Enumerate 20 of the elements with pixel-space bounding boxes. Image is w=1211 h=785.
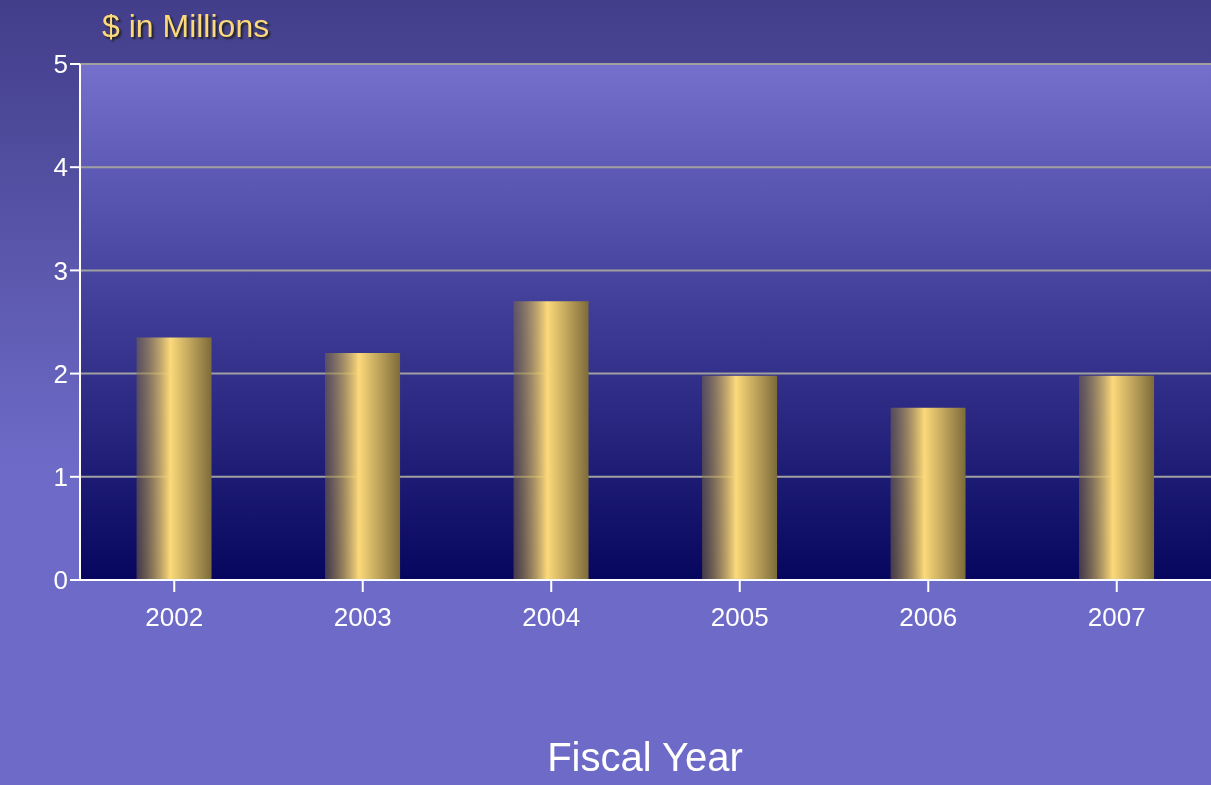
y-tick-label: 4 <box>53 152 68 183</box>
x-axis-title: Fiscal Year <box>546 735 744 780</box>
x-tick-label: 2006 <box>899 602 958 633</box>
x-tick-label: 2005 <box>710 602 769 633</box>
y-tick-label: 0 <box>53 565 68 596</box>
x-tick-label: 2004 <box>522 602 581 633</box>
bar <box>702 375 778 580</box>
bar <box>513 301 589 580</box>
bar <box>890 407 966 580</box>
x-tick-label: 2002 <box>145 602 204 633</box>
bar <box>1079 375 1155 580</box>
y-tick-label: 5 <box>53 49 68 80</box>
y-tick-label: 1 <box>53 462 68 493</box>
x-tick-label: 2003 <box>333 602 392 633</box>
y-tick-label: 3 <box>53 255 68 286</box>
bar <box>136 337 212 580</box>
x-tick-label: 2007 <box>1087 602 1146 633</box>
bar <box>325 352 401 580</box>
y-axis-title: $ in Millions <box>102 8 270 45</box>
y-tick-label: 2 <box>53 358 68 389</box>
